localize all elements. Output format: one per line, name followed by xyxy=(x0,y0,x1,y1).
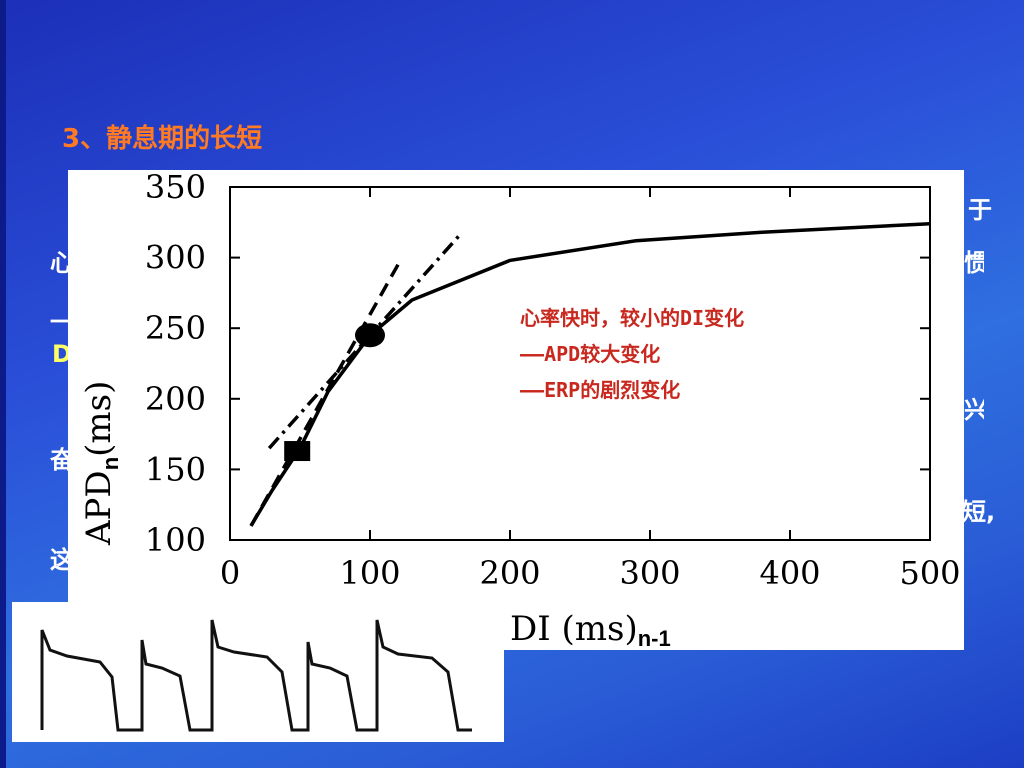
bg-glyph-6: 兴 xyxy=(964,396,984,424)
x-axis-label: DI (ms)n-1 xyxy=(510,609,671,650)
y-axis-label-main: APD xyxy=(79,470,119,546)
y-tick-label: 300 xyxy=(145,239,206,277)
bg-glyph-9: 这 xyxy=(50,546,68,574)
bg-glyph-4: 一 xyxy=(50,308,68,336)
marker-square xyxy=(284,441,311,462)
x-tick-label: 300 xyxy=(619,554,680,592)
marker-circle xyxy=(355,323,385,348)
series-line-dash-dot xyxy=(267,232,463,450)
x-axis-label-sub: n-1 xyxy=(638,626,671,650)
bg-glyph-2: 心 xyxy=(50,249,68,277)
y-tick-label: 150 xyxy=(145,450,206,488)
annotation-line-2: ——APD较大变化 xyxy=(520,342,661,366)
y-axis-label-suffix: (ms) xyxy=(79,381,119,457)
y-tick-label: 350 xyxy=(145,170,206,206)
chart-svg: 0 100 200 300 400 500 100 150 200 250 300 350 APDn(… xyxy=(79,170,961,650)
bg-glyph-3: 惯 xyxy=(964,249,984,277)
waveform-trace xyxy=(40,619,472,732)
y-tick-label: 250 xyxy=(145,309,206,347)
series-line-solid xyxy=(249,221,931,527)
x-tick-label: 500 xyxy=(899,554,960,592)
bg-glyph-5: D xyxy=(52,340,68,368)
slide-edge xyxy=(0,0,6,768)
annotation-line-1: 心率快时，较小的DI变化 xyxy=(520,306,745,330)
apd-restitution-chart: 0 100 200 300 400 500 100 150 200 250 300 350 APDn(… xyxy=(68,170,964,650)
x-tick-label: 400 xyxy=(759,554,820,592)
x-tick-label: 0 xyxy=(220,554,240,592)
action-potential-train-icon xyxy=(12,602,504,742)
plot-area: 0 100 200 300 400 500 100 150 200 250 300 350 xyxy=(145,170,961,592)
plot-frame xyxy=(229,186,931,541)
series-line-dashed xyxy=(249,263,400,527)
y-tick-label: 100 xyxy=(145,521,206,559)
y-axis-label-sub: n xyxy=(98,457,123,470)
slide-title: 3、静息期的长短 xyxy=(62,124,263,154)
bg-glyph-7: 奋 xyxy=(50,446,68,474)
waveform-svg xyxy=(40,619,472,732)
y-tick-label: 200 xyxy=(145,380,206,418)
x-tick-label: 200 xyxy=(479,554,540,592)
bg-glyph-1: 于 xyxy=(968,196,992,224)
bg-glyph-8: 短, xyxy=(962,498,996,526)
annotation-line-3: ——ERP的剧烈变化 xyxy=(520,378,681,402)
x-tick-label: 100 xyxy=(339,554,400,592)
x-axis-label-main: DI (ms) xyxy=(510,609,638,649)
y-axis-label: APDn(ms) xyxy=(79,381,123,546)
